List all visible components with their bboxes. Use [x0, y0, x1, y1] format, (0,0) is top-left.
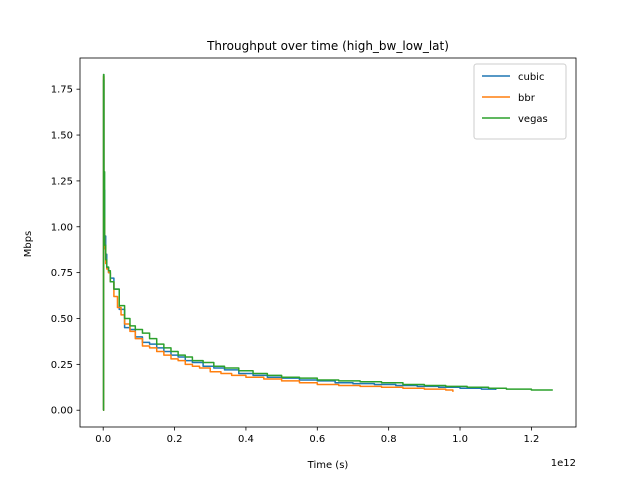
y-tick-label: 0.25: [51, 360, 73, 371]
x-tick-label: 1.2: [523, 434, 539, 445]
y-tick-label: 0.75: [51, 268, 73, 279]
y-tick-label: 0.00: [51, 406, 73, 417]
x-axis-label: Time (s): [307, 460, 349, 471]
x-tick-label: 0.8: [381, 434, 397, 445]
series-layer: [102, 73, 553, 411]
y-tick-label: 0.50: [51, 314, 73, 325]
legend: cubic bbr vegas: [473, 63, 567, 140]
y-tick-label: 1.00: [51, 222, 73, 233]
x-tick-label: 1.0: [452, 434, 468, 445]
legend-label-vegas: vegas: [518, 114, 548, 125]
x-tick-label: 0.0: [95, 434, 111, 445]
y-tick-label: 1.50: [51, 131, 73, 142]
series-line-bbr: [102, 75, 454, 411]
x-tick-label: 0.6: [309, 434, 325, 445]
y-axis-label: Mbps: [23, 231, 34, 258]
x-tick-label: 0.4: [238, 434, 254, 445]
chart-title: Throughput over time (high_bw_low_lat): [206, 39, 449, 53]
legend-box: [473, 63, 567, 140]
y-tick-label: 1.25: [51, 176, 73, 187]
legend-label-cubic: cubic: [518, 72, 544, 83]
axes-spines: [79, 57, 577, 428]
x-tick-label: 0.2: [167, 434, 183, 445]
y-tick-label: 1.75: [51, 85, 73, 96]
axes-border: [79, 57, 577, 428]
x-axis-ticks: 0.0 0.2 0.4 0.6 0.8 1.0 1.2: [95, 427, 539, 445]
series-line-vegas: [102, 73, 553, 411]
legend-label-bbr: bbr: [518, 93, 536, 104]
x-axis-offset-label: 1e12: [551, 458, 576, 469]
y-axis-ticks: 0.00 0.25 0.50 0.75 1.00 1.25 1.50 1.75: [51, 85, 80, 417]
